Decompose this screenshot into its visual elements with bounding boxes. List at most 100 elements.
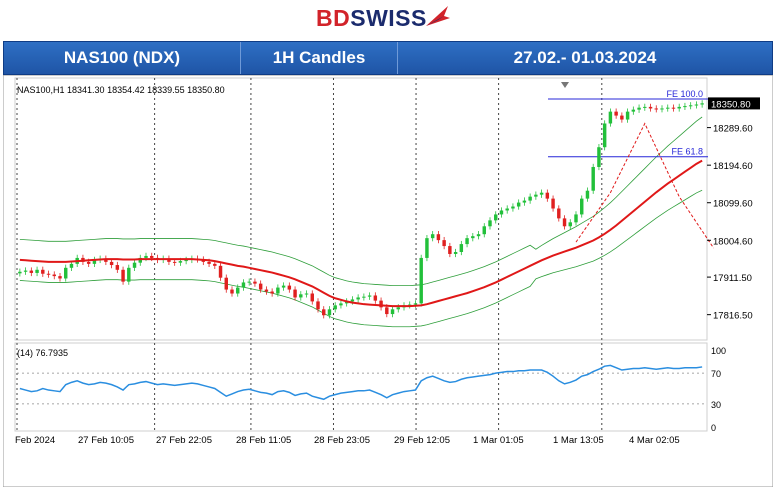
zigzag-projection-line <box>575 122 715 249</box>
time-tick-label: 29 Feb 12:05 <box>394 435 450 446</box>
candle-body <box>218 265 223 278</box>
chart-frame: FE 100.0 FE 61.8 100 70 30 0 18350.80 18289.6… <box>2 74 774 488</box>
candle-body <box>671 107 676 109</box>
candle-body <box>18 271 22 274</box>
candle-body <box>213 263 217 266</box>
candle-body <box>574 214 578 223</box>
fib-level-label: FE 61.8 <box>671 147 703 157</box>
candle-body <box>350 299 355 302</box>
candle-body <box>442 240 446 247</box>
time-tick-label: Feb 2024 <box>15 435 55 446</box>
candle-body <box>436 234 441 241</box>
price-tick-label: 18289.60 <box>713 124 753 135</box>
candle-body <box>545 192 550 199</box>
candle-body <box>86 261 91 264</box>
symbol-info-line: NAS100,H1 18341.30 18354.42 18339.55 183… <box>17 85 225 95</box>
candle-body <box>482 226 486 235</box>
candle-body <box>121 269 125 282</box>
time-tick-label: 27 Feb 10:05 <box>78 435 134 446</box>
candle-body <box>528 196 532 201</box>
header-divider <box>397 42 398 74</box>
candle-body <box>178 261 183 263</box>
candle-body <box>258 283 263 290</box>
candle-body <box>264 289 269 292</box>
price-tick-label: 17816.50 <box>713 311 753 322</box>
candle-body <box>109 261 114 266</box>
candle-body <box>694 104 699 106</box>
bdswiss-logo: BDSWISS <box>316 5 427 32</box>
candle-body <box>522 200 527 203</box>
candle-body <box>688 105 693 107</box>
candle-body <box>184 259 188 262</box>
candle-body <box>505 208 509 211</box>
price-tick-label: 17911.50 <box>713 273 752 284</box>
timeframe-title: 1H Candles <box>272 48 366 67</box>
time-axis: Feb 2024 27 Feb 10:05 27 Feb 22:05 28 Feb 1… <box>15 435 680 446</box>
candle-body <box>390 309 395 315</box>
candle-body <box>304 293 309 295</box>
candle-body <box>52 274 56 277</box>
rsi-tick-label: 100 <box>711 346 726 356</box>
candle-body <box>430 234 435 239</box>
rsi-label: (14) 76.7935 <box>17 348 68 358</box>
candle-body <box>620 115 624 120</box>
chart-header: NAS100 (NDX) 1H Candles 27.02.- 01.03.20… <box>3 41 773 75</box>
candle-body <box>362 296 366 298</box>
candle-body <box>373 295 378 301</box>
candle-body <box>494 214 498 221</box>
candle-body <box>666 107 670 109</box>
brand-bar: BDSWISS <box>0 0 780 40</box>
candle-body <box>419 257 423 304</box>
candle-body <box>35 269 39 273</box>
candle-body <box>29 270 34 273</box>
candle-body <box>568 222 572 227</box>
candle-body <box>333 305 337 310</box>
candle-body <box>643 106 647 108</box>
swiss-arrow-icon <box>426 6 450 26</box>
current-price-box <box>708 97 760 110</box>
candle-body <box>172 261 177 263</box>
logo-bd-text: BD <box>316 5 351 31</box>
candle-body <box>625 111 630 120</box>
rsi-tick-label: 30 <box>711 400 721 410</box>
price-chart: FE 100.0 FE 61.8 100 70 30 0 18350.80 18289.6… <box>2 74 774 488</box>
candle-body <box>287 285 292 290</box>
candle-body <box>700 103 704 105</box>
candle-body <box>608 111 613 124</box>
candle-body <box>539 192 544 195</box>
time-tick-label: 1 Mar 13:05 <box>553 435 604 446</box>
candle-body <box>637 107 641 110</box>
candle-body <box>127 267 131 282</box>
candle-body <box>471 236 475 239</box>
candle-body <box>41 269 45 274</box>
chart-border <box>2 74 774 488</box>
candle-body <box>516 202 521 207</box>
moving-average-line <box>19 159 703 308</box>
candle-body <box>385 307 389 315</box>
upper-band-line <box>19 116 703 287</box>
candle-body <box>660 108 664 110</box>
candle-body <box>459 244 464 252</box>
candle-body <box>104 258 108 262</box>
price-tick-label: 18194.60 <box>713 161 753 172</box>
candle-body <box>465 238 469 245</box>
time-tick-label: 28 Feb 23:05 <box>314 435 370 446</box>
header-divider <box>240 42 241 74</box>
candle-body <box>310 293 314 302</box>
candle-body <box>253 281 257 284</box>
candle-body <box>167 258 171 262</box>
symbol-title: NAS100 (NDX) <box>63 48 181 67</box>
price-axis: 18350.80 18289.60 18194.60 18099.60 18004.60… <box>707 97 760 322</box>
candle-body <box>585 190 590 199</box>
candle-body <box>597 147 601 167</box>
candle-body <box>23 270 28 272</box>
candle-body <box>591 166 595 191</box>
candle-body <box>654 108 658 110</box>
time-tick-label: 28 Feb 11:05 <box>236 435 291 446</box>
time-tick-label: 4 Mar 02:05 <box>629 435 680 446</box>
envelope-bands <box>19 116 703 328</box>
rsi-line <box>19 364 703 401</box>
candle-body <box>299 294 303 298</box>
candle-body <box>631 109 636 112</box>
price-tick-label: 18004.60 <box>713 236 753 247</box>
